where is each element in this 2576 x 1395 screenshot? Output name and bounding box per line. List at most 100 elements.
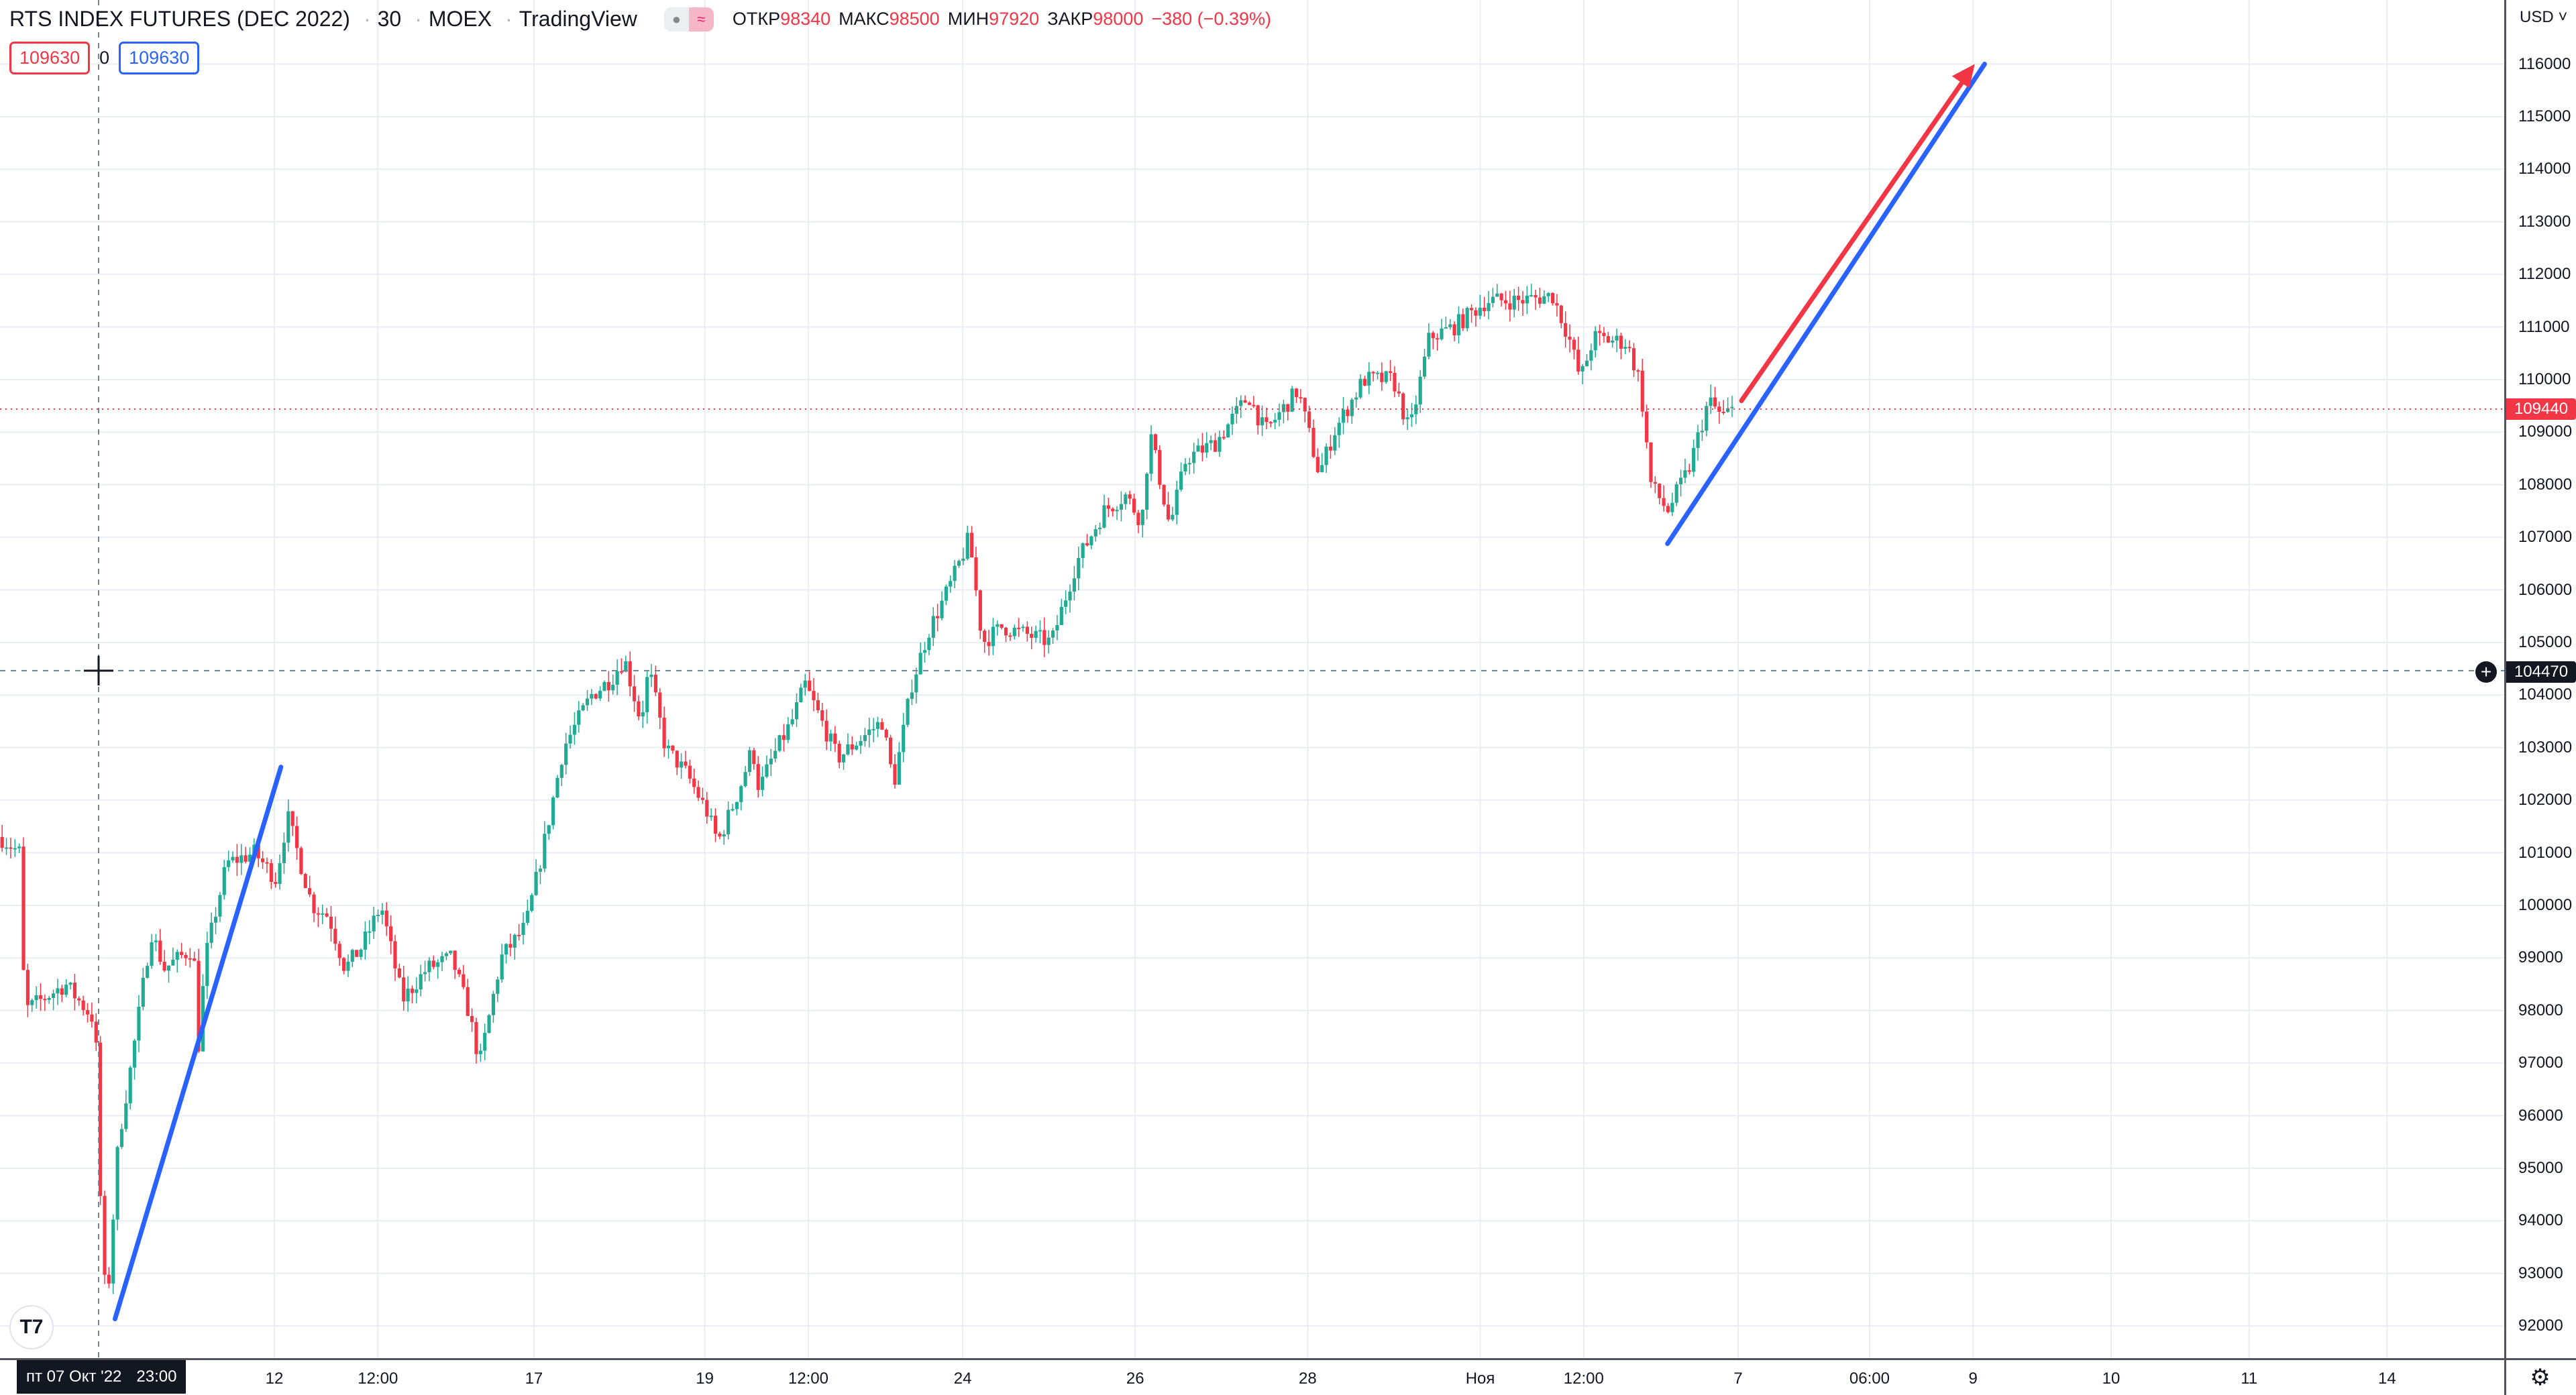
candle-body [60, 988, 64, 995]
candle-body [1046, 637, 1051, 645]
price-label: 96000 [2518, 1106, 2563, 1125]
settings-gear-icon[interactable]: ⚙ [2504, 1358, 2576, 1395]
candle-body [1393, 373, 1397, 392]
time-label: 06:00 [1849, 1370, 1890, 1388]
chart-pane[interactable]: RTS INDEX FUTURES (DEC 2022) · 30 · MOEX ·… [0, 0, 2504, 1358]
candle-body [77, 998, 81, 1001]
candle-body [619, 671, 624, 673]
currency-dropdown[interactable]: USD ˅ [2520, 8, 2568, 26]
buy-button[interactable]: 109630 [119, 42, 200, 74]
candle-body [1243, 400, 1247, 403]
candle-body [1124, 494, 1128, 504]
candlestick-chart[interactable] [0, 0, 2504, 1358]
price-label: 103000 [2518, 738, 2573, 757]
candle-body [56, 988, 60, 994]
candle-body [1085, 543, 1089, 546]
price-label: 104000 [2518, 685, 2573, 704]
candle-body [500, 954, 504, 980]
market-status-toggle[interactable]: ● ≈ [663, 7, 714, 32]
candle-body [624, 661, 628, 672]
candle-body [496, 979, 500, 994]
candle-body [1256, 405, 1260, 426]
candle-body [325, 913, 329, 917]
candle-body [1247, 402, 1252, 405]
candle-body [239, 855, 244, 863]
candle-body [1354, 397, 1358, 400]
symbol-title[interactable]: RTS INDEX FUTURES (DEC 2022) [9, 7, 350, 31]
candle-body [1294, 388, 1299, 398]
candle-body [150, 942, 154, 966]
candle-body [1611, 340, 1615, 343]
candle-body [427, 960, 431, 972]
candle-body [1303, 398, 1307, 412]
candle-body [1726, 408, 1730, 412]
candle-body [1012, 628, 1016, 636]
candle-body [1478, 307, 1482, 316]
candle-body [1136, 512, 1140, 525]
candle-body [1721, 411, 1725, 413]
candle-body [1145, 473, 1149, 510]
candle-body [637, 701, 641, 717]
candle-body [1388, 371, 1393, 374]
tradingview-logo[interactable]: T7 [9, 1305, 54, 1349]
candle-body [538, 869, 543, 872]
candle-body [466, 987, 470, 1016]
candle-body [1265, 417, 1269, 423]
candle-body [368, 931, 372, 933]
candle-body [1128, 494, 1132, 499]
candle-body [1456, 314, 1461, 336]
candle-body [547, 825, 551, 834]
candle-body [628, 661, 632, 687]
interval[interactable]: 30 [377, 7, 402, 31]
spread-value: 0 [99, 48, 110, 68]
ohlc-close: ЗАКР98000 [1047, 9, 1144, 29]
trade-badges: 109630 0 109630 [9, 42, 200, 74]
candle-body [803, 680, 807, 688]
candle-body [1200, 445, 1205, 453]
sell-button[interactable]: 109630 [9, 42, 91, 74]
candle-body [197, 960, 201, 1052]
candle-body [684, 761, 688, 766]
price-label: 94000 [2518, 1211, 2563, 1230]
price-label: 105000 [2518, 632, 2573, 651]
candle-body [1158, 450, 1162, 485]
time-label: 14 [2378, 1370, 2396, 1388]
candle-body [1465, 308, 1469, 329]
price-axis[interactable]: USD ˅ 116000 115000 114000 113000 112000 1110… [2504, 0, 2576, 1395]
candle-body [705, 799, 709, 817]
candle-body [965, 533, 969, 559]
candle-body [1059, 606, 1063, 626]
candle-body [1640, 370, 1644, 412]
price-label: 115000 [2518, 107, 2571, 125]
candle-body [1700, 431, 1705, 433]
candle-body [1175, 490, 1179, 515]
candle-body [25, 970, 30, 1005]
candle-body [333, 928, 337, 944]
price-label: 114000 [2518, 160, 2571, 178]
candle-body [1025, 626, 1029, 634]
candle-body [1162, 484, 1166, 505]
candle-body [1649, 442, 1653, 482]
candle-body [115, 1147, 119, 1220]
candle-body [38, 995, 43, 999]
candle-body [897, 752, 901, 785]
time-axis[interactable]: 12 12:00 17 19 12:00 24 26 28 Ноя 12:00 7 06:00 9 10 1… [0, 1358, 2504, 1395]
candle-body [508, 944, 513, 948]
candle-body [406, 989, 410, 1002]
add-plus-icon[interactable]: + [2475, 661, 2497, 683]
candle-body [184, 954, 188, 958]
candle-body [393, 941, 397, 968]
candle-body [585, 698, 590, 706]
candle-body [1589, 350, 1593, 361]
time-label: 10 [2102, 1370, 2121, 1388]
candle-body [1550, 292, 1555, 304]
dot-icon: ● [663, 7, 689, 32]
approx-icon: ≈ [688, 7, 714, 32]
candle-body [34, 995, 38, 1001]
price-label: 101000 [2518, 843, 2573, 862]
candle-body [820, 710, 824, 721]
candle-body [175, 952, 179, 960]
time-label: 7 [1733, 1370, 1743, 1388]
candle-body [649, 674, 653, 677]
candle-body [1491, 296, 1495, 303]
